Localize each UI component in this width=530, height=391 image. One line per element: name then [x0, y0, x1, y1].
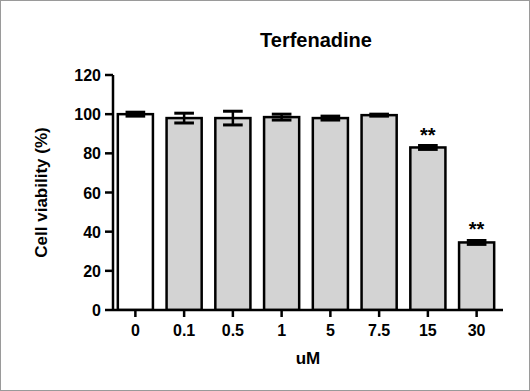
y-tick-label: 20	[83, 263, 101, 280]
x-tick	[232, 310, 235, 317]
x-tick	[183, 310, 186, 317]
bar	[362, 115, 397, 310]
x-tick	[134, 310, 137, 317]
error-bar	[369, 114, 389, 116]
error-stem	[232, 111, 235, 125]
error-cap	[126, 111, 146, 114]
y-tick-label: 80	[83, 145, 101, 162]
x-tick-label: 5	[326, 322, 335, 339]
x-label: uM	[296, 349, 321, 368]
x-tick	[329, 310, 332, 317]
bars	[118, 111, 494, 310]
x-tick-label: 15	[419, 322, 437, 339]
frame	[1, 1, 530, 391]
y-tick-label: 0	[92, 302, 101, 319]
annotation: **	[420, 124, 436, 146]
bar	[118, 114, 153, 310]
y-tick-label: 40	[83, 224, 101, 241]
x-tick	[280, 310, 283, 317]
y-tick-label: 100	[74, 106, 101, 123]
x-tick-label: 0.1	[173, 322, 195, 339]
error-bar	[174, 113, 194, 123]
error-bar	[126, 112, 146, 116]
y-tick-label: 60	[83, 185, 101, 202]
error-bar	[467, 240, 487, 244]
bar	[410, 147, 445, 310]
error-cap	[467, 243, 487, 246]
error-cap	[272, 113, 292, 116]
y-axis	[112, 75, 115, 310]
bar	[313, 118, 348, 310]
annotation: **	[469, 218, 485, 240]
error-bar	[321, 116, 341, 120]
x-tick	[475, 310, 478, 317]
error-bar	[418, 146, 438, 150]
x-tick	[427, 310, 430, 317]
error-cap	[369, 113, 389, 116]
error-cap	[369, 115, 389, 118]
error-bar	[272, 114, 292, 120]
error-cap	[418, 148, 438, 151]
error-cap	[174, 112, 194, 115]
bar	[167, 118, 202, 310]
error-cap	[126, 115, 146, 118]
x-tick-label: 0.5	[222, 322, 244, 339]
bar	[264, 117, 299, 310]
error-cap	[223, 110, 243, 113]
title: Terfenadine	[260, 29, 372, 51]
error-bar	[223, 111, 243, 125]
error-cap	[223, 123, 243, 126]
bar	[215, 118, 250, 310]
error-cap	[272, 119, 292, 122]
y-label: Cell viability (%)	[32, 127, 51, 257]
error-cap	[174, 121, 194, 124]
x-tick-label: 0	[131, 322, 140, 339]
y-tick-label: 120	[74, 67, 101, 84]
error-cap	[321, 115, 341, 118]
x-tick-label: 7.5	[368, 322, 390, 339]
chart: Terfenadine Cell viability (%) uM 0 20 40 60 80…	[0, 0, 530, 391]
error-cap	[321, 119, 341, 122]
x-tick-label: 30	[468, 322, 486, 339]
x-tick	[378, 310, 381, 317]
x-tick-label: 1	[277, 322, 286, 339]
x-axis	[113, 309, 503, 312]
bar	[459, 242, 494, 310]
